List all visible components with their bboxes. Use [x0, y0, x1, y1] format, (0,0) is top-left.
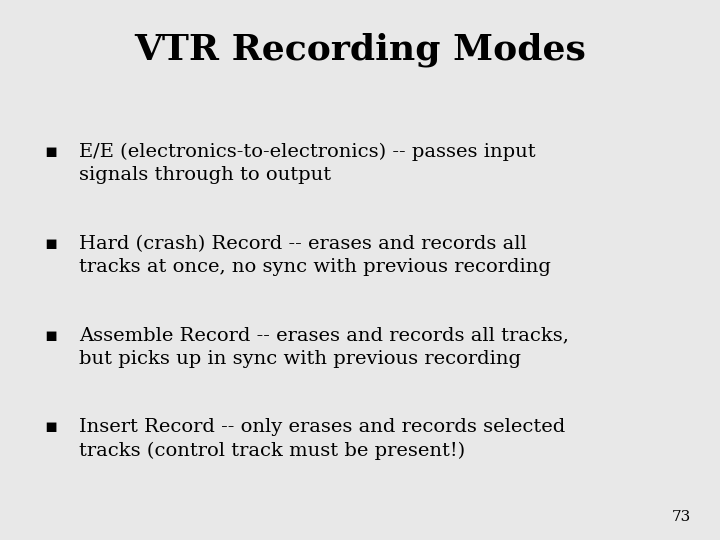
Text: ▪: ▪: [44, 235, 57, 253]
Text: VTR Recording Modes: VTR Recording Modes: [134, 32, 586, 67]
Text: Assemble Record -- erases and records all tracks,
but picks up in sync with prev: Assemble Record -- erases and records al…: [79, 327, 569, 368]
Text: ▪: ▪: [44, 418, 57, 436]
Text: ▪: ▪: [44, 143, 57, 161]
Text: E/E (electronics-to-electronics) -- passes input
signals through to output: E/E (electronics-to-electronics) -- pass…: [79, 143, 536, 184]
Text: Hard (crash) Record -- erases and records all
tracks at once, no sync with previ: Hard (crash) Record -- erases and record…: [79, 235, 551, 276]
Text: ▪: ▪: [44, 327, 57, 345]
Text: 73: 73: [672, 510, 691, 524]
Text: Insert Record -- only erases and records selected
tracks (control track must be : Insert Record -- only erases and records…: [79, 418, 565, 460]
